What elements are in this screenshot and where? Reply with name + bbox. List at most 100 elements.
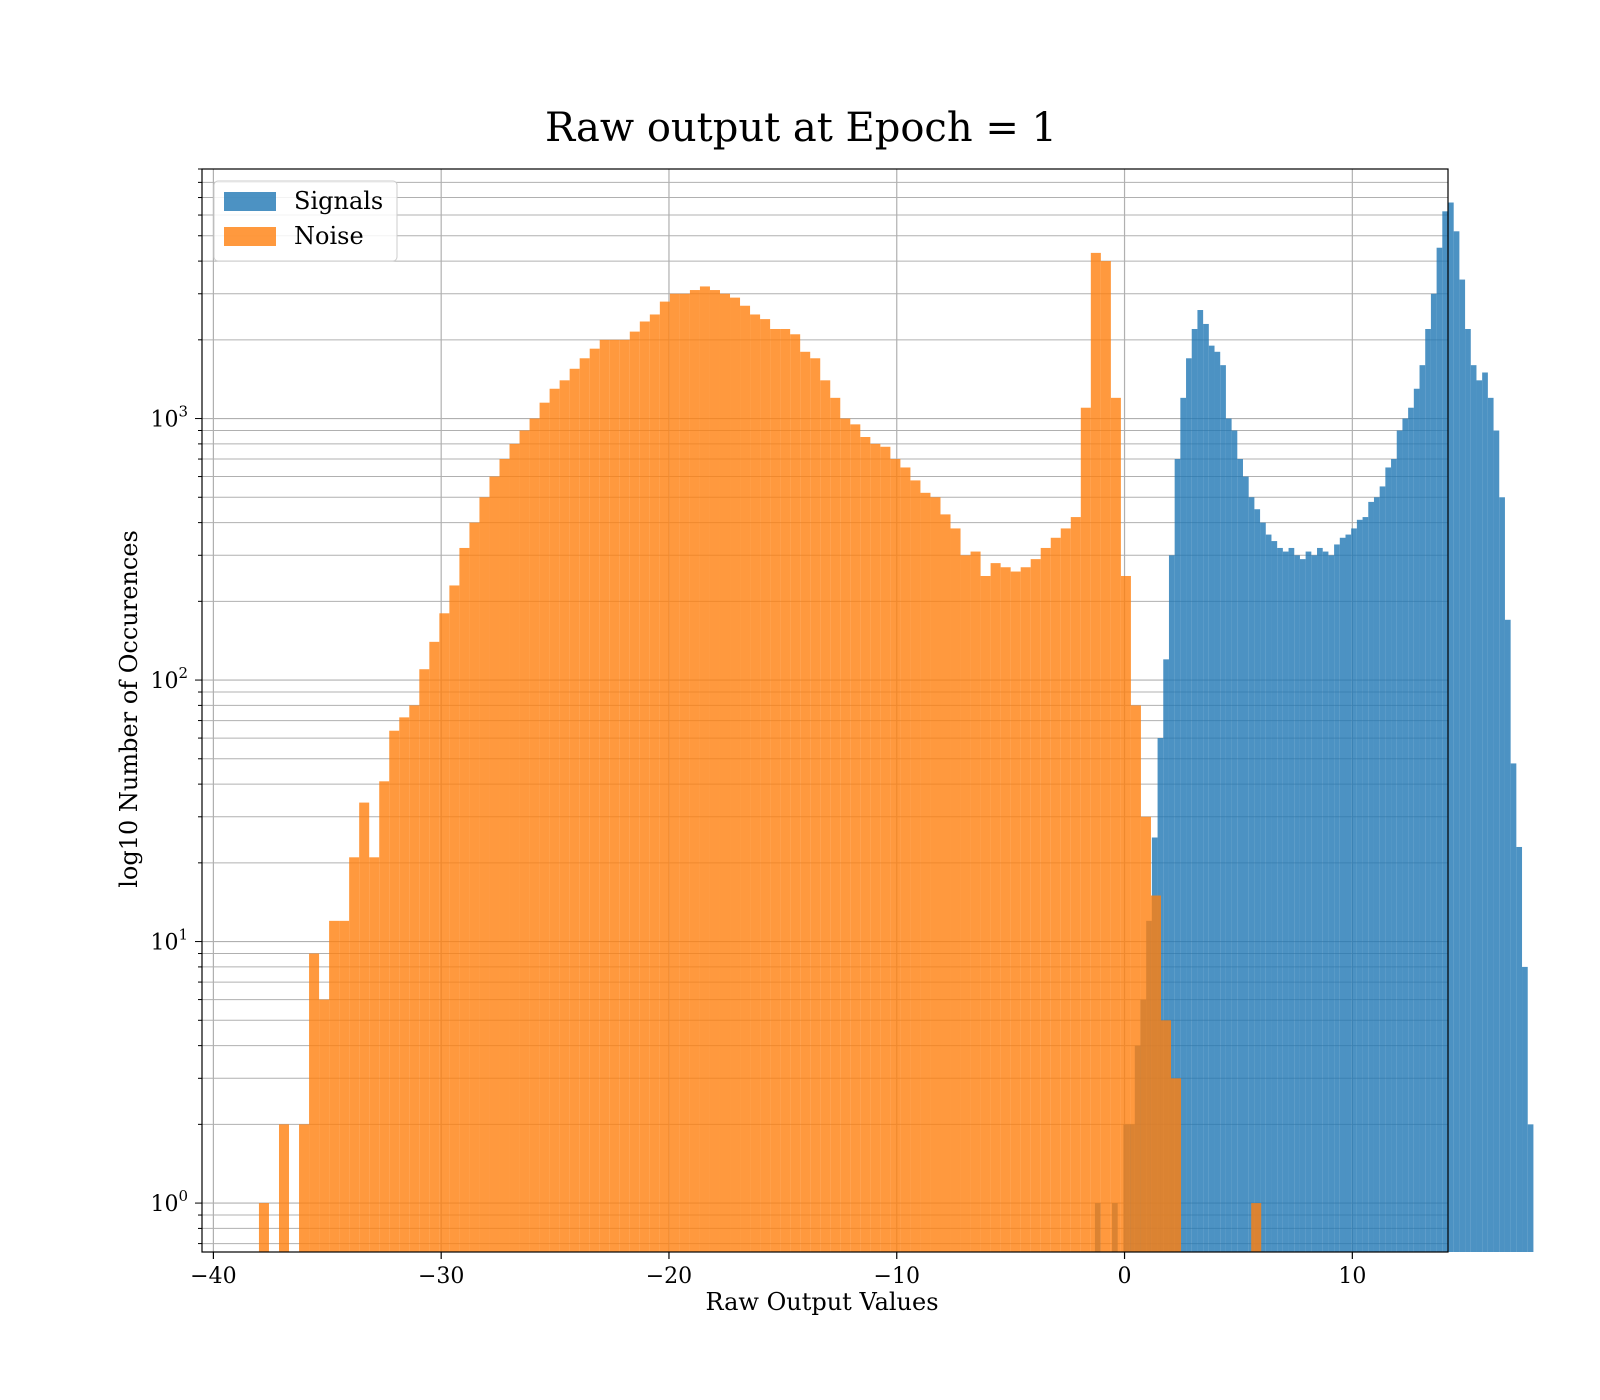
signals-bar bbox=[1368, 501, 1374, 1253]
noise-bar bbox=[960, 555, 971, 1252]
legend: Signals Noise bbox=[213, 180, 398, 262]
legend-swatch bbox=[224, 192, 276, 211]
noise-bar bbox=[1040, 547, 1051, 1252]
signals-bar bbox=[1225, 418, 1232, 1252]
noise-bar bbox=[1080, 407, 1091, 1252]
noise-bar bbox=[1010, 571, 1021, 1252]
signals-bar bbox=[1248, 497, 1255, 1253]
signals-bar bbox=[1408, 407, 1414, 1252]
noise-bar bbox=[509, 443, 520, 1252]
signals-bar bbox=[1448, 202, 1454, 1252]
noise-bar bbox=[940, 514, 951, 1252]
signals-bar bbox=[1208, 345, 1215, 1252]
noise-bar bbox=[990, 563, 1001, 1252]
chart-title: Raw output at Epoch = 1 bbox=[545, 105, 1057, 151]
signals-bar bbox=[1379, 486, 1386, 1252]
noise-bar bbox=[479, 497, 490, 1253]
noise-bar bbox=[569, 368, 580, 1252]
signals-bar bbox=[1391, 459, 1397, 1253]
signals-bar bbox=[1396, 430, 1403, 1252]
noise-bar bbox=[439, 613, 450, 1252]
signals-bar bbox=[1385, 467, 1392, 1253]
signals-bar bbox=[1356, 519, 1363, 1252]
noise-bar bbox=[760, 319, 771, 1252]
noise-bar bbox=[669, 293, 680, 1252]
signals-bar bbox=[1419, 365, 1426, 1252]
signals-bar bbox=[1197, 310, 1204, 1252]
noise-bar bbox=[1150, 895, 1161, 1252]
signals-bar bbox=[1339, 537, 1346, 1252]
noise-bar bbox=[309, 953, 320, 1252]
noise-bar bbox=[900, 467, 911, 1253]
tick-labels: −40 −30 −20 −10 0 10 100 101 102 103 bbox=[150, 403, 1366, 1289]
signals-bar bbox=[1214, 351, 1221, 1252]
noise-bar bbox=[459, 547, 470, 1252]
signals-bar bbox=[1174, 459, 1181, 1253]
noise-bar bbox=[399, 717, 410, 1252]
signals-bar bbox=[1271, 541, 1278, 1252]
noise-bar bbox=[629, 331, 640, 1252]
noise-bar bbox=[860, 437, 871, 1253]
signals-bar bbox=[1493, 430, 1500, 1252]
signals-bar bbox=[1516, 846, 1523, 1252]
signals-bar bbox=[1242, 476, 1249, 1252]
x-tick-label: 0 bbox=[1118, 1264, 1132, 1289]
signals-bar bbox=[1504, 619, 1511, 1252]
noise-bar bbox=[1060, 528, 1071, 1252]
noise-bar bbox=[1130, 705, 1141, 1252]
legend-swatch bbox=[224, 227, 276, 246]
series-noise bbox=[258, 252, 1262, 1253]
noise-bar bbox=[519, 430, 530, 1252]
noise-bar bbox=[1050, 537, 1061, 1252]
histogram-bars bbox=[258, 202, 1534, 1253]
noise-bar bbox=[609, 339, 620, 1252]
noise-bar bbox=[319, 999, 330, 1252]
signals-bar bbox=[1470, 365, 1477, 1252]
x-tick-label: −30 bbox=[418, 1264, 464, 1289]
noise-bar bbox=[810, 358, 821, 1253]
noise-bar bbox=[719, 293, 731, 1252]
noise-bar bbox=[820, 380, 831, 1252]
noise-bar bbox=[780, 328, 791, 1252]
noise-bar bbox=[549, 388, 560, 1252]
noise-bar bbox=[278, 1124, 290, 1252]
noise-bar bbox=[619, 339, 630, 1252]
signals-bar bbox=[1373, 497, 1380, 1253]
signals-bar bbox=[1527, 1124, 1534, 1252]
signals-bar bbox=[1430, 293, 1437, 1252]
signals-bar bbox=[1299, 559, 1306, 1252]
signals-bar bbox=[1294, 555, 1300, 1252]
noise-bar bbox=[649, 314, 660, 1253]
signals-bar bbox=[1203, 323, 1209, 1252]
noise-bar bbox=[880, 446, 891, 1252]
signals-bar bbox=[1328, 555, 1335, 1252]
noise-bar bbox=[369, 857, 380, 1252]
signals-bar bbox=[1453, 231, 1460, 1252]
noise-bar bbox=[970, 551, 981, 1252]
noise-bar bbox=[499, 459, 510, 1253]
noise-bar bbox=[559, 380, 570, 1252]
noise-bar bbox=[730, 297, 741, 1252]
plot-frame bbox=[201, 168, 1449, 1253]
noise-bar bbox=[339, 920, 350, 1252]
signals-bar bbox=[1465, 328, 1471, 1252]
signals-bar bbox=[1362, 517, 1369, 1252]
noise-bar bbox=[579, 358, 590, 1253]
signals-bar bbox=[1265, 534, 1272, 1252]
signals-bar bbox=[1442, 211, 1448, 1252]
noise-bar bbox=[1120, 575, 1131, 1252]
signals-bar bbox=[1459, 279, 1466, 1252]
signals-bar bbox=[1254, 509, 1261, 1252]
noise-bar bbox=[349, 857, 360, 1252]
noise-bar bbox=[1140, 816, 1151, 1252]
signals-bar bbox=[1345, 534, 1352, 1252]
noise-bar bbox=[258, 1203, 269, 1252]
signals-bar bbox=[1317, 547, 1323, 1252]
noise-bar bbox=[920, 492, 931, 1252]
signals-bar bbox=[1163, 659, 1169, 1252]
noise-bar bbox=[740, 305, 751, 1252]
noise-bar bbox=[1100, 261, 1111, 1252]
noise-bar bbox=[1000, 567, 1011, 1252]
noise-bar bbox=[429, 641, 440, 1252]
